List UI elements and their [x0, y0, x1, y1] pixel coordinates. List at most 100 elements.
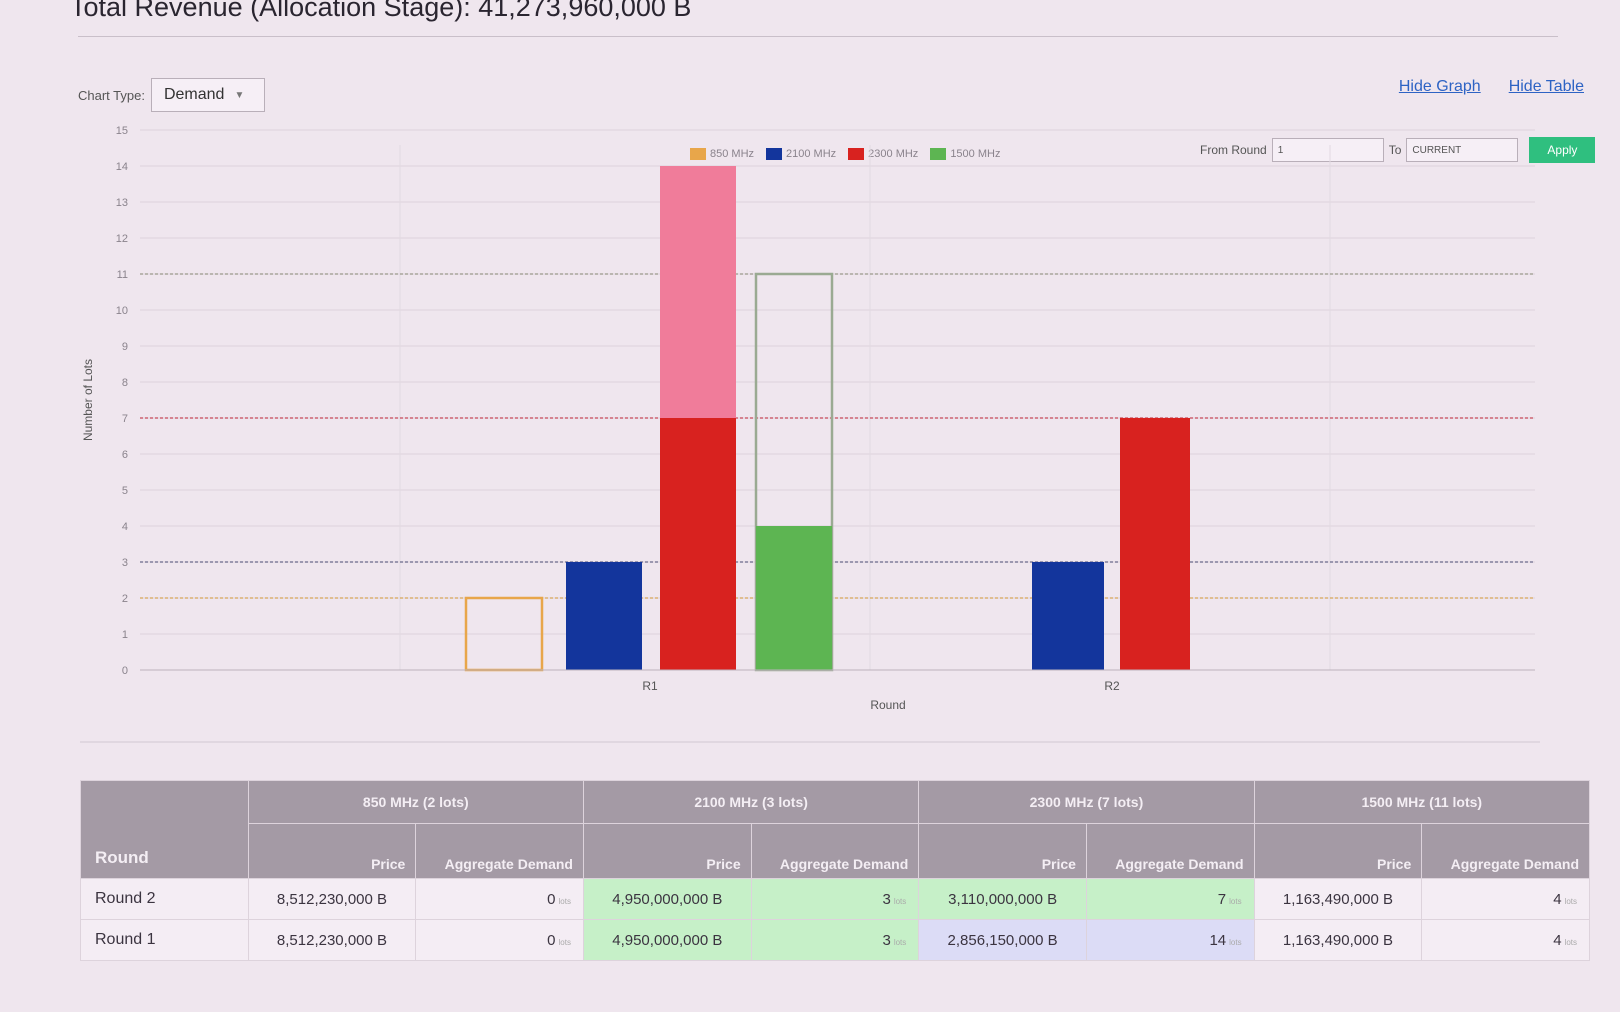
lots-unit: lots	[1229, 937, 1242, 947]
aggregate-demand-cell: 4 lots	[1421, 878, 1590, 920]
y-axis-title: Number of Lots	[81, 359, 95, 441]
chart-type-label: Chart Type:	[78, 87, 145, 103]
aggregate-demand-cell: 3 lots	[750, 919, 920, 961]
y-tick-label: 10	[116, 305, 128, 317]
lots-unit: lots	[558, 896, 571, 906]
y-tick-label: 9	[122, 341, 128, 353]
y-tick-label: 14	[116, 161, 128, 173]
y-tick-label: 2	[122, 593, 128, 605]
page-title: Total Revenue (Allocation Stage): 41,273…	[70, 0, 692, 22]
price-cell: 1,163,490,000 B	[1253, 919, 1423, 961]
aggregate-demand-cell: 4 lots	[1421, 919, 1590, 961]
table-row: Round 1 8,512,230,000 B 0 lots 4,950,000,000…	[80, 919, 1590, 961]
bar-2300-r2	[1120, 418, 1190, 670]
aggregate-demand-cell: 3 lots	[750, 878, 920, 920]
y-tick-label: 7	[122, 413, 128, 425]
aggregate-demand-value: 7	[1217, 890, 1227, 908]
title-divider	[78, 36, 1558, 37]
chart-type-select[interactable]: Demand ▼	[150, 78, 265, 112]
y-tick-label: 6	[122, 449, 128, 461]
legend-swatch	[848, 148, 865, 160]
y-tick-label: 5	[122, 485, 128, 497]
price-header: Price	[1253, 823, 1423, 879]
chevron-down-icon: ▼	[234, 89, 245, 101]
aggregate-demand-cell: 0 lots	[415, 878, 584, 920]
from-round-label: From Round	[1200, 143, 1267, 157]
band-header-1500: 1500 MHz (11 lots)	[1253, 780, 1591, 824]
lots-unit: lots	[893, 896, 907, 906]
lots-unit: lots	[558, 937, 571, 947]
legend-label: 2100 MHz	[786, 148, 837, 160]
from-round-input[interactable]	[1271, 138, 1384, 162]
y-tick-label: 12	[116, 233, 128, 245]
aggregate-demand-header: Aggregate Demand	[1085, 823, 1255, 879]
chart-type-value: Demand	[163, 86, 225, 103]
legend-label: 850 MHz	[710, 148, 755, 160]
bar-2100-r2	[1032, 562, 1104, 670]
round-column-header: Round	[80, 780, 249, 879]
lots-unit: lots	[1564, 937, 1577, 947]
y-tick-label: 11	[117, 269, 128, 281]
price-cell: 4,950,000,000 B	[582, 878, 752, 920]
band-header-2300: 2300 MHz (7 lots)	[918, 780, 1255, 824]
hide-graph-link[interactable]: Hide Graph	[1398, 78, 1481, 95]
apply-button[interactable]: Apply	[1529, 137, 1596, 163]
aggregate-demand-header: Aggregate Demand	[750, 823, 920, 879]
hide-table-link[interactable]: Hide Table	[1508, 78, 1584, 95]
aggregate-demand-value: 4	[1553, 931, 1562, 949]
legend-item[interactable]: 2300 MHz	[848, 148, 918, 160]
aggregate-demand-header: Aggregate Demand	[1421, 823, 1590, 879]
price-header: Price	[918, 823, 1087, 879]
aggregate-demand-cell: 0 lots	[415, 919, 584, 961]
view-links: Hide Graph Hide Table	[1399, 78, 1584, 96]
bar-2300-r1-excess	[660, 166, 736, 418]
y-tick-label: 0	[122, 665, 128, 677]
y-tick-label: 3	[122, 557, 128, 569]
price-cell: 1,163,490,000 B	[1253, 878, 1423, 920]
y-tick-label: 8	[122, 377, 128, 389]
lots-unit: lots	[1564, 896, 1577, 906]
aggregate-demand-cell: 14 lots	[1085, 919, 1255, 961]
aggregate-demand-value: 3	[882, 931, 891, 949]
bar-1500-r1	[756, 526, 832, 670]
legend-label: 2300 MHz	[868, 148, 919, 160]
x-axis-title: Round	[870, 698, 905, 712]
bar-2100-r1	[566, 562, 642, 670]
bar-2300-r1-within-supply	[660, 418, 736, 670]
y-tick-label: 15	[116, 125, 128, 137]
price-cell: 8,512,230,000 B	[247, 878, 417, 920]
legend-item[interactable]: 850 MHz	[690, 148, 754, 160]
band-header-2100: 2100 MHz (3 lots)	[582, 780, 920, 824]
price-cell: 8,512,230,000 B	[247, 919, 417, 961]
band-header-850: 850 MHz (2 lots)	[247, 780, 584, 824]
round-cell: Round 1	[80, 919, 249, 961]
price-cell: 3,110,000,000 B	[918, 878, 1087, 920]
aggregate-demand-value: 3	[882, 890, 891, 908]
round-cell: Round 2	[80, 878, 249, 920]
aggregate-demand-header: Aggregate Demand	[415, 823, 584, 879]
legend-swatch	[930, 148, 947, 160]
aggregate-demand-value: 0	[547, 931, 556, 949]
x-tick-label: R1	[642, 679, 658, 693]
y-tick-label: 1	[122, 629, 128, 641]
chart-legend: 850 MHz 2100 MHz 2300 MHz 1500 MHz	[690, 148, 1000, 160]
legend-item[interactable]: 2100 MHz	[766, 148, 836, 160]
price-header: Price	[247, 823, 417, 879]
round-range-filter: From Round To Apply	[1200, 137, 1596, 163]
aggregate-demand-value: 0	[547, 890, 556, 908]
lots-unit: lots	[1229, 896, 1242, 906]
price-header: Price	[582, 823, 752, 879]
aggregate-demand-value: 4	[1553, 890, 1562, 908]
aggregate-demand-cell: 7 lots	[1085, 878, 1255, 920]
x-tick-label: R2	[1104, 679, 1120, 693]
lots-unit: lots	[893, 937, 907, 947]
table-row: Round 2 8,512,230,000 B 0 lots 4,950,000,000…	[80, 878, 1590, 920]
legend-item[interactable]: 1500 MHz	[930, 148, 1000, 160]
price-cell: 2,856,150,000 B	[918, 919, 1087, 961]
round-table: Round 850 MHz (2 lots) 2100 MHz (3 lots)…	[80, 780, 1591, 961]
to-round-input[interactable]	[1406, 138, 1519, 162]
price-cell: 4,950,000,000 B	[582, 919, 752, 961]
legend-label: 1500 MHz	[950, 148, 1001, 160]
legend-swatch	[766, 148, 783, 160]
